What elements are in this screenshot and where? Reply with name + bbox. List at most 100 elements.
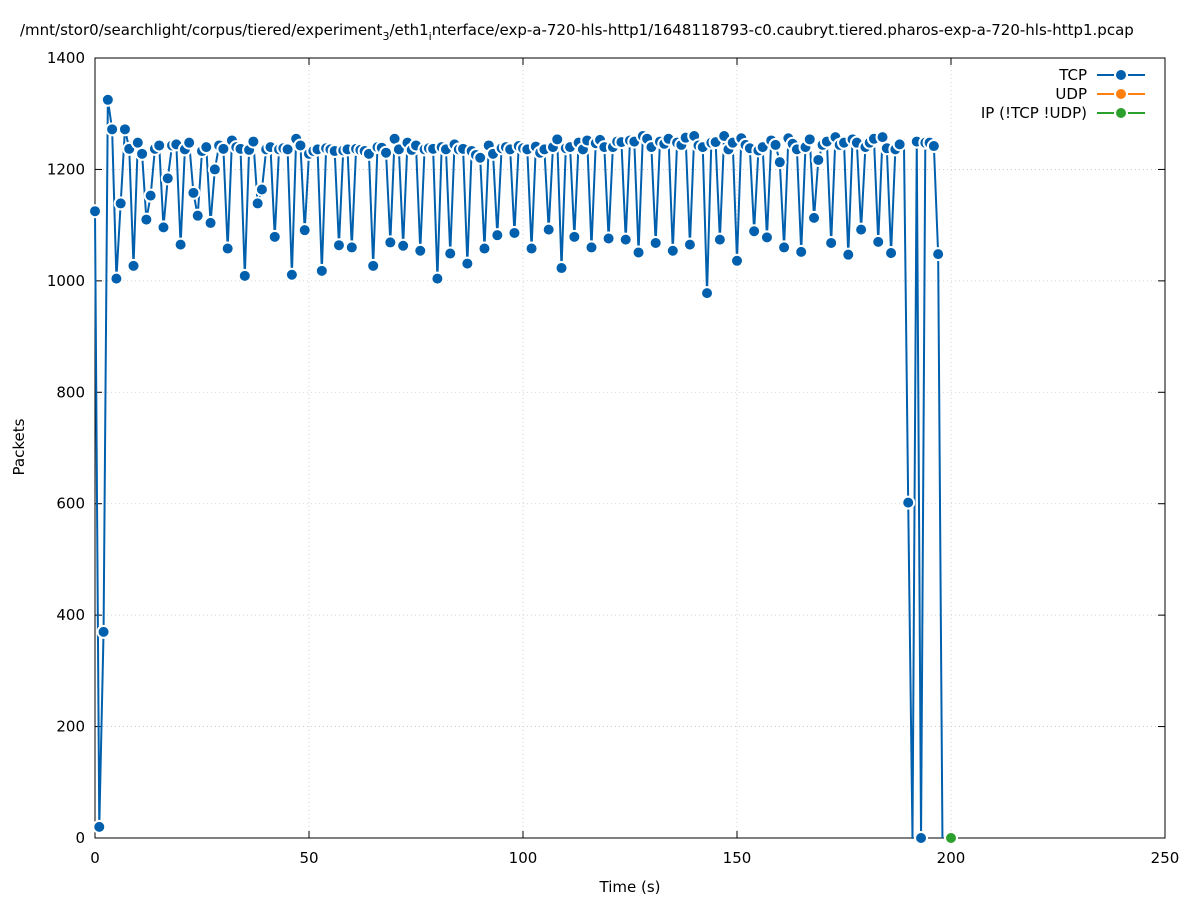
chart-title-sub-2: i [429,30,432,43]
series-ip-tcp-udp [944,831,958,845]
data-point [884,246,899,260]
y-tick-label: 1000 [47,272,85,290]
data-point [156,220,171,235]
data-point [807,210,822,225]
data-point [854,222,869,237]
legend-swatch-marker [1114,68,1128,82]
data-point [100,92,115,107]
data-point [186,185,201,200]
data-point [152,138,167,153]
data-point [207,162,222,177]
data-point [730,253,744,268]
data-point [443,246,458,261]
data-point [772,155,787,170]
y-tick-label: 400 [56,606,85,624]
data-point [173,237,188,252]
legend-label: TCP [1058,66,1087,84]
y-tick-label: 600 [56,495,85,513]
data-point [96,624,111,639]
data-point [379,145,394,160]
data-point [126,258,141,273]
legend-item: TCP [1058,66,1145,84]
axis-tick-labels: 0 50 100 150 200 250 0 200 400 600 800 1000 1200 1400 [47,49,1180,867]
data-point [490,228,505,243]
data-point [811,152,826,167]
data-point [550,132,565,147]
data-point [901,495,916,510]
data-point [768,137,783,152]
chart-title-part-a: /mnt/stor0/searchlight/corpus/tiered/exp… [20,21,383,39]
data-point [135,146,150,161]
data-point [139,212,154,227]
data-point [220,241,235,256]
data-point [254,182,269,197]
data-point [554,261,569,276]
data-point [601,231,616,246]
data-point [824,235,839,250]
data-point [250,196,265,211]
data-point [892,137,907,152]
data-point [759,230,774,245]
y-tick-label: 1400 [47,49,85,67]
data-point [199,140,214,155]
data-point [113,196,128,211]
data-point [246,134,261,149]
data-point [109,271,124,286]
x-tick-label: 200 [937,849,966,867]
data-point [871,234,886,249]
data-point [841,247,856,262]
data-point [413,243,428,258]
data-point [747,224,762,239]
data-point [105,122,120,137]
data-point [648,235,663,250]
data-point [314,263,329,278]
legend-swatch-marker [1114,106,1128,120]
x-axis-label: Time (s) [599,878,661,896]
data-point [631,245,646,260]
data-point [460,256,475,271]
data-point [92,819,107,834]
data-point [584,240,599,255]
data-point [267,229,282,244]
chart-title-part-b: /eth1 [389,21,428,39]
data-point [665,243,680,258]
data-point [430,271,445,286]
data-point [926,139,941,154]
series-tcp [88,92,946,845]
data-point [117,122,132,137]
series-line [94,98,944,839]
data-point [618,232,633,247]
y-axis-label: Packets [10,418,28,475]
data-point [297,223,312,238]
data-point [284,267,299,282]
x-tick-label: 100 [509,849,538,867]
data-point [712,232,727,247]
data-point [366,258,381,273]
data-point [914,831,929,845]
chart-title-part-c: nterface/exp-a-720-hls-http1/1648118793-… [432,21,1134,39]
data-point [524,241,539,256]
legend-item: UDP [1055,85,1145,103]
y-tick-label: 0 [75,829,85,847]
x-tick-label: 50 [299,849,318,867]
x-tick-label: 150 [723,849,752,867]
data-point [203,215,218,230]
data-point [331,238,346,253]
data-point [944,831,958,845]
data-point [931,247,946,262]
legend-label: UDP [1055,85,1087,103]
data-point [160,171,175,186]
data-point [794,244,809,259]
data-point [237,268,252,283]
data-point [477,241,492,256]
data-point [190,208,205,223]
chart-title-sub-1: 3 [382,30,389,43]
y-tick-label: 800 [56,383,85,401]
data-point [383,235,398,250]
data-point [567,229,582,244]
data-point [541,222,556,237]
data-point [682,237,697,252]
data-point [143,188,158,203]
data-point [216,141,231,156]
